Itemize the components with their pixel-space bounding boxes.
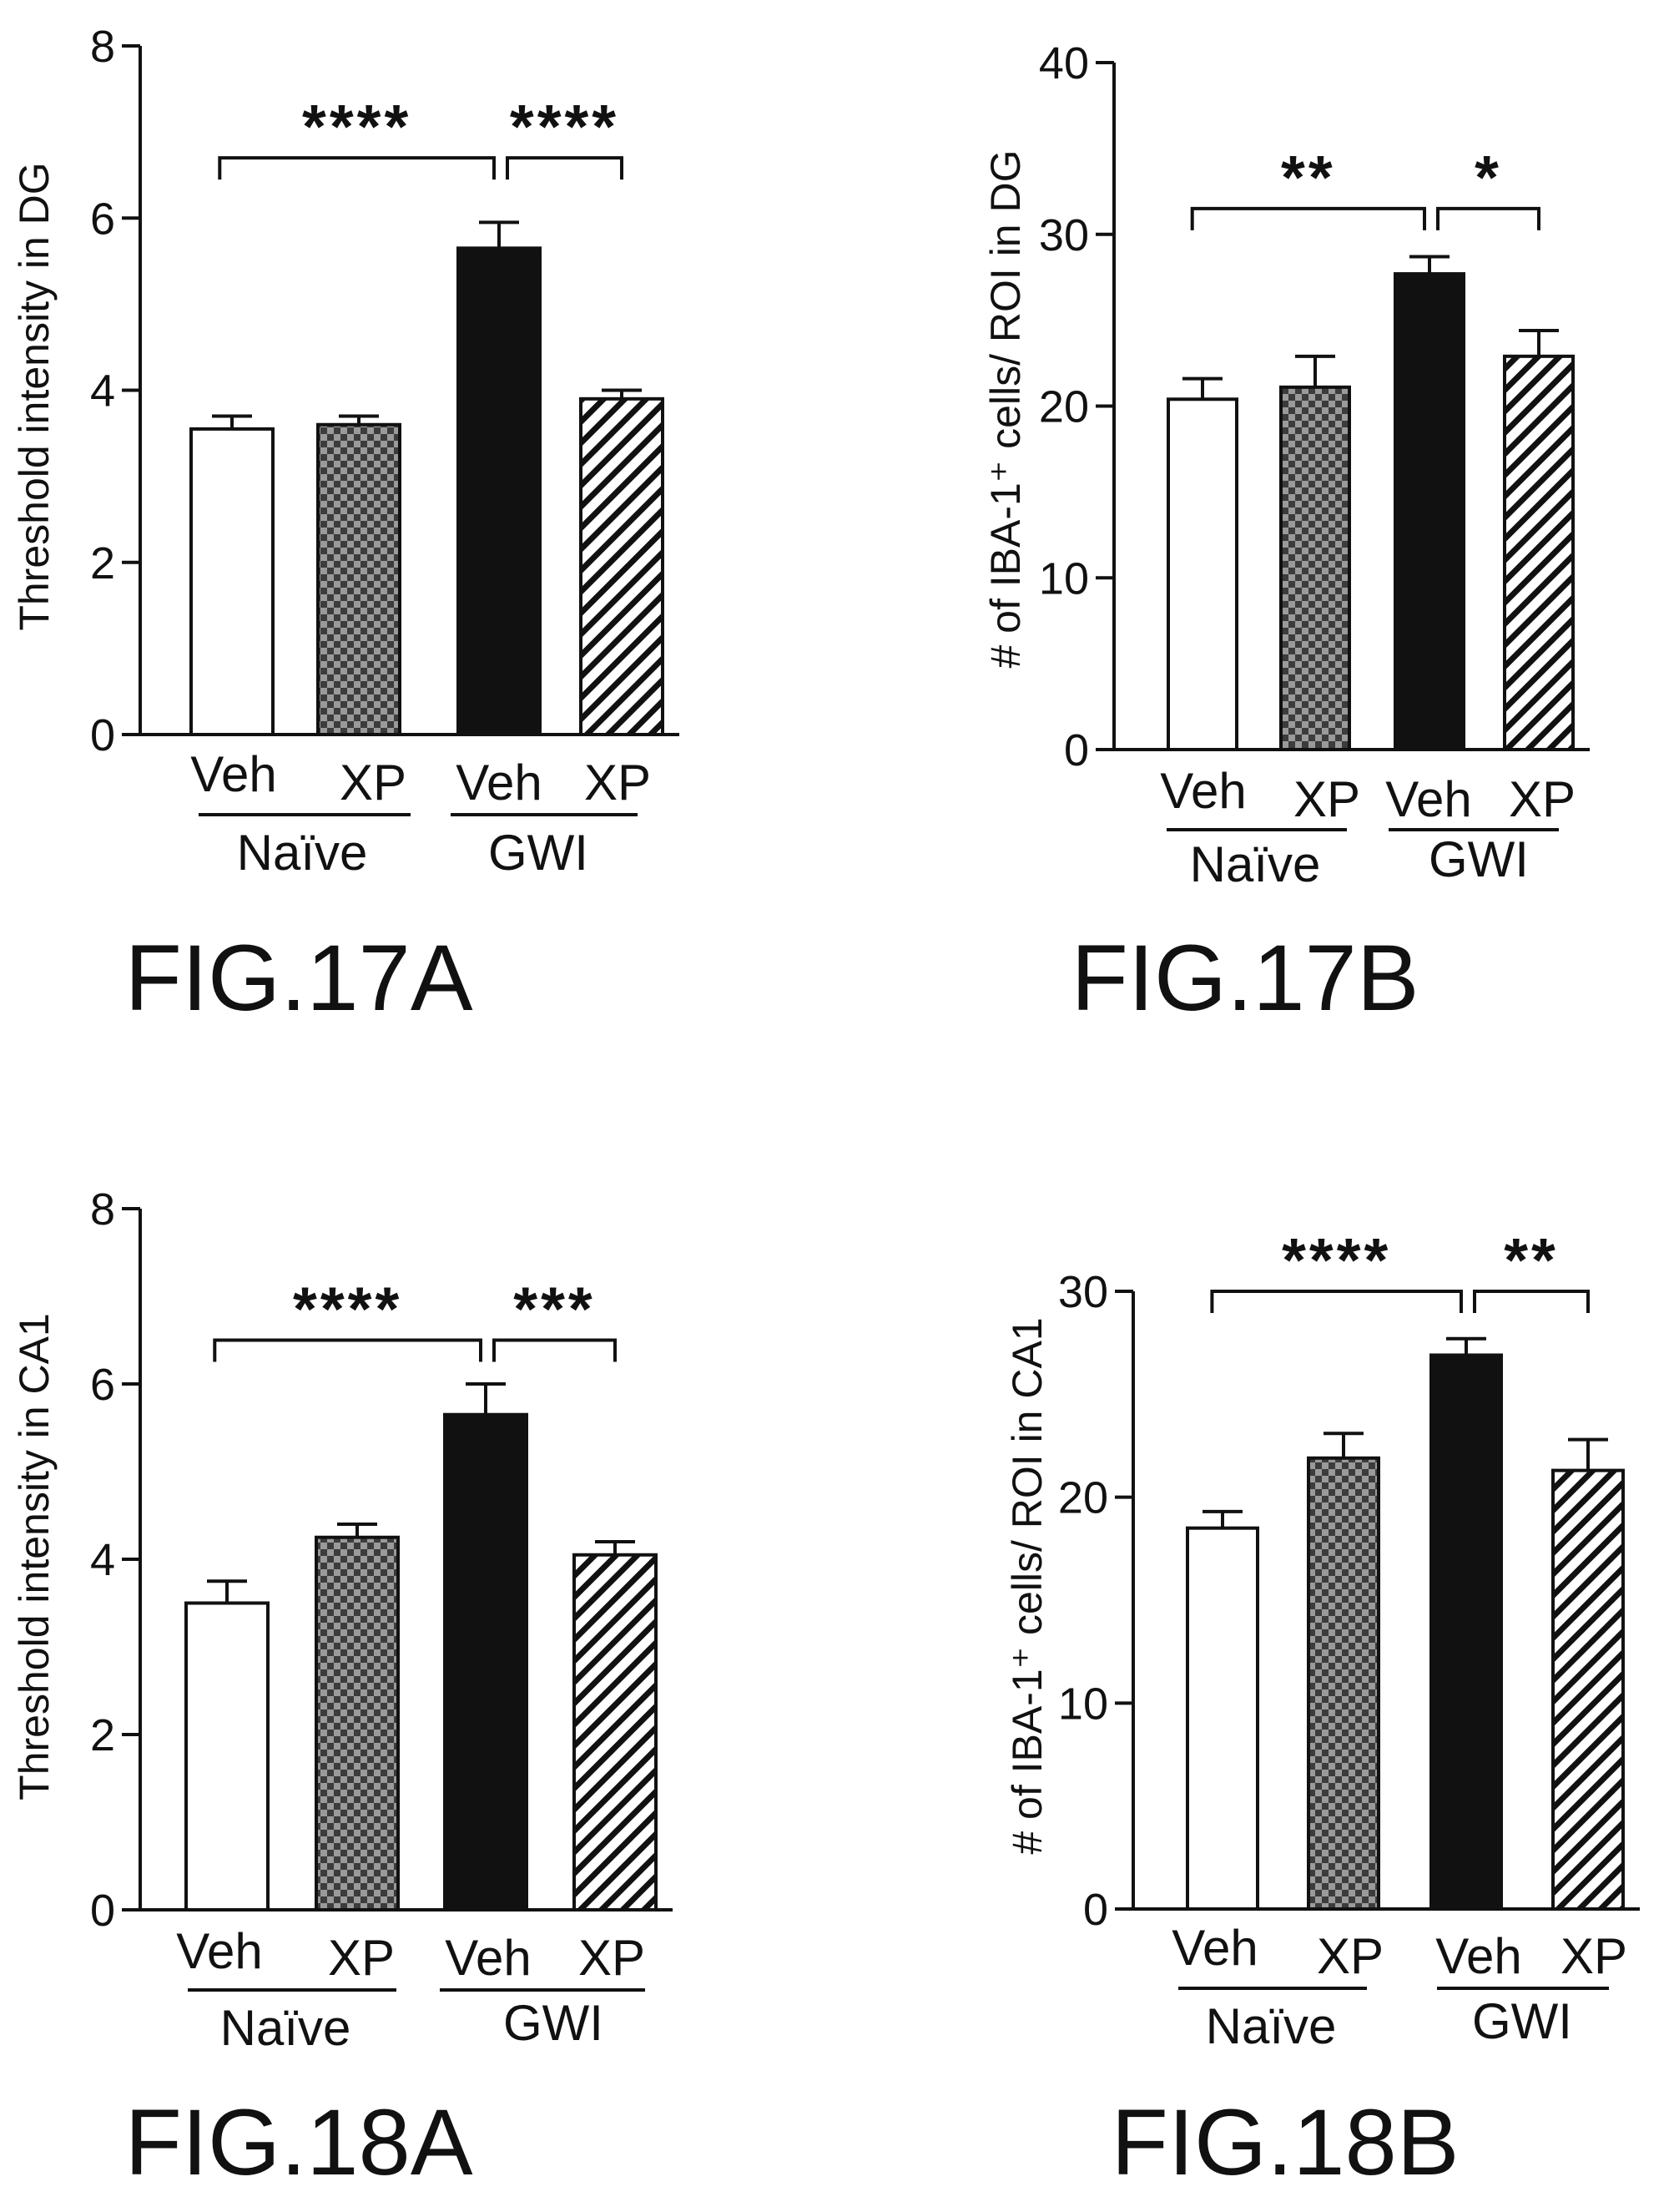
fig18a-category-label-1: XP <box>328 1930 395 1986</box>
fig18b-figure-label: FIG.18B <box>1111 2090 1459 2194</box>
fig17b-y-tick-label-4: 40 <box>1039 38 1089 88</box>
fig18a-y-tick-label-2: 4 <box>90 1535 115 1585</box>
fig18a-category-label-2: Veh <box>445 1930 531 1986</box>
fig17a-bar-1 <box>316 422 401 736</box>
fig17b-bar-1 <box>1279 385 1351 751</box>
fig17b-significance-bracket-0 <box>1190 206 1426 230</box>
fig18a-significance-label-0: **** <box>293 1275 402 1344</box>
fig18b-y-tick-label-3: 30 <box>1058 1267 1108 1317</box>
fig17b-significance-label-0: ** <box>1281 143 1336 212</box>
fig17b-category-label-3: XP <box>1509 771 1576 827</box>
fig18b-significance-label-0: **** <box>1282 1225 1391 1295</box>
fig17b-category-label-0: Veh <box>1160 763 1246 819</box>
fig17b-y-tick-label-2: 20 <box>1039 382 1089 432</box>
fig18b-y-tick-label-2: 20 <box>1058 1473 1108 1523</box>
fig18b-significance-bracket-0 <box>1210 1290 1463 1313</box>
fig18b-group-label-gwi: GWI <box>1472 1993 1572 2049</box>
fig17b-figure-label: FIG.17B <box>1071 926 1419 1030</box>
fig17b-bar-3 <box>1503 354 1575 751</box>
fig17b-y-tick-label-0: 0 <box>1064 725 1089 775</box>
fig18b-category-label-1: XP <box>1317 1928 1384 1984</box>
fig18b-category-label-0: Veh <box>1172 1920 1258 1976</box>
fig18a-significance-bracket-1 <box>492 1338 617 1362</box>
fig18a-y-tick-label-3: 6 <box>90 1360 115 1410</box>
fig17a-significance-label-0: **** <box>302 92 411 161</box>
fig17a-bar-3 <box>579 396 664 736</box>
fig17b-significance-label-1: * <box>1475 143 1502 212</box>
fig17b-significance-bracket-1 <box>1436 206 1540 230</box>
fig18b-bar-0 <box>1186 1526 1259 1911</box>
fig17b-category-label-2: Veh <box>1385 771 1471 827</box>
fig18a-significance-bracket-0 <box>213 1338 482 1362</box>
fig17a-y-tick-label-1: 2 <box>90 538 115 588</box>
fig17a-group-label-gwi: GWI <box>488 825 588 881</box>
fig17b-bar-2 <box>1394 272 1465 751</box>
fig17a-significance-bracket-0 <box>218 156 496 180</box>
fig18a-y-tick-label-4: 8 <box>90 1184 115 1235</box>
fig18b-category-label-3: XP <box>1561 1928 1627 1984</box>
fig17a-category-label-3: XP <box>584 755 651 811</box>
fig18b-bar-1 <box>1307 1456 1380 1912</box>
fig18b-group-label-naive: Naïve <box>1206 1998 1337 2054</box>
fig17a-y-axis-label: Threshold intensity in DG <box>11 162 58 630</box>
fig17b-bar-0 <box>1167 397 1238 751</box>
fig17a-y-tick-label-0: 0 <box>90 710 115 760</box>
fig18a-bar-1 <box>315 1535 400 1912</box>
fig17a-bar-2 <box>456 246 542 736</box>
fig18b-y-tick-label-1: 10 <box>1058 1679 1108 1729</box>
fig18b-significance-bracket-1 <box>1473 1290 1590 1313</box>
fig18a-category-label-3: XP <box>578 1930 645 1986</box>
fig17a-y-tick-label-2: 4 <box>90 366 115 417</box>
fig17a-significance-label-1: **** <box>510 92 619 161</box>
fig17a-significance-bracket-1 <box>506 156 623 180</box>
fig18b-bar-3 <box>1551 1468 1625 1911</box>
fig18b-bar-2 <box>1429 1353 1503 1911</box>
fig18a-group-label-naive: Naïve <box>220 2000 351 2056</box>
fig17a-bar-0 <box>189 427 275 736</box>
fig18a-significance-label-1: *** <box>513 1275 595 1344</box>
fig18a-group-label-gwi: GWI <box>503 1995 603 2051</box>
fig18b-y-tick-label-0: 0 <box>1083 1885 1108 1935</box>
fig17b-category-label-1: XP <box>1293 771 1360 827</box>
fig18b-y-axis-label: # of IBA-1⁺ cells/ ROI in CA1 <box>1004 1317 1051 1854</box>
fig18a-bar-0 <box>184 1601 270 1912</box>
fig17a-y-tick-label-3: 6 <box>90 194 115 244</box>
fig18a-category-label-0: Veh <box>176 1923 262 1979</box>
fig18a-y-axis-label: Threshold intensity in CA1 <box>11 1313 58 1800</box>
fig18b-category-label-2: Veh <box>1435 1928 1521 1984</box>
fig17a-category-label-2: Veh <box>456 755 542 811</box>
fig17b-group-label-gwi: GWI <box>1429 831 1529 887</box>
fig17b-y-axis-label: # of IBA-1⁺ cells/ ROI in DG <box>982 149 1029 668</box>
fig18b-significance-label-1: ** <box>1504 1225 1559 1295</box>
fig17a-category-label-0: Veh <box>190 746 276 802</box>
fig17a-figure-label: FIG.17A <box>124 926 472 1030</box>
fig17b-y-tick-label-1: 10 <box>1039 553 1089 604</box>
fig17a-marks: 0 2 4 6 8 **** **** <box>90 22 679 760</box>
fig18a-figure-label: FIG.18A <box>124 2090 472 2194</box>
fig17a-group-label-naive: Naïve <box>237 825 368 881</box>
fig17a-category-label-1: XP <box>340 755 406 811</box>
fig17b-y-tick-label-3: 30 <box>1039 210 1089 260</box>
fig18a-bar-3 <box>572 1553 658 1912</box>
fig17b-group-label-naive: Naïve <box>1190 836 1321 892</box>
fig18a-y-tick-label-1: 2 <box>90 1710 115 1760</box>
fig17a-y-tick-label-4: 8 <box>90 22 115 72</box>
fig18a-bar-2 <box>443 1412 528 1912</box>
fig18a-y-tick-label-0: 0 <box>90 1886 115 1936</box>
